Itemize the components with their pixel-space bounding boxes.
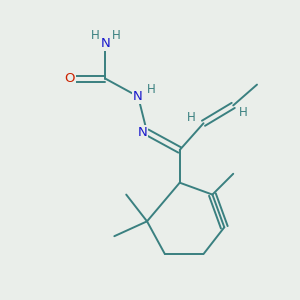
Text: N: N bbox=[138, 126, 147, 139]
Text: H: H bbox=[187, 111, 196, 124]
Text: H: H bbox=[147, 82, 156, 96]
Text: H: H bbox=[91, 29, 99, 42]
Text: N: N bbox=[100, 37, 110, 50]
Text: O: O bbox=[64, 72, 75, 85]
Text: H: H bbox=[239, 106, 248, 119]
Text: H: H bbox=[111, 29, 120, 42]
Text: N: N bbox=[133, 90, 143, 103]
